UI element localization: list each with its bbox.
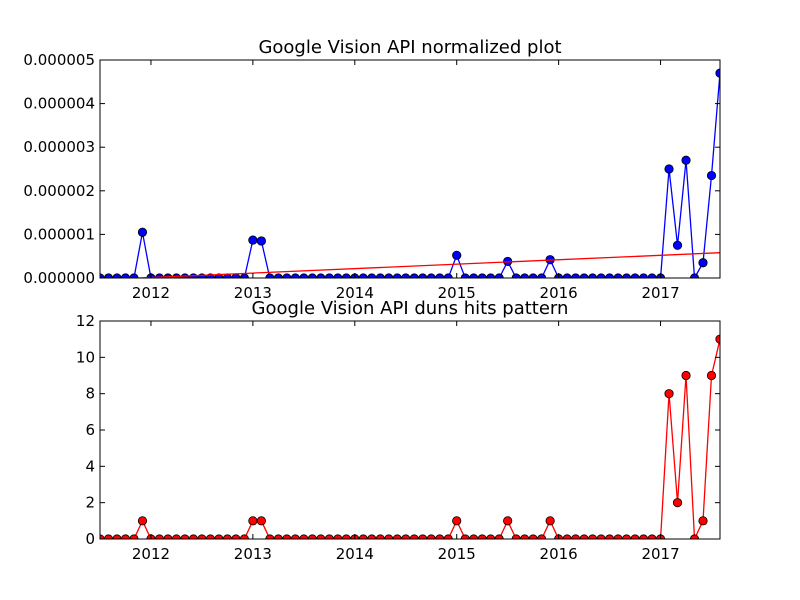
x-tick-label: 2013 bbox=[234, 545, 272, 563]
x-tick-label: 2017 bbox=[641, 545, 679, 563]
x-axis: 2012 2013 2014 2015 2016 2017 bbox=[132, 60, 680, 302]
data-point bbox=[452, 250, 462, 260]
y-tick-label: 0.000002 bbox=[23, 182, 95, 200]
data-point bbox=[545, 516, 555, 526]
y-tick-label: 0.000000 bbox=[23, 269, 95, 287]
x-tick-label: 2012 bbox=[132, 545, 170, 563]
data-point bbox=[137, 227, 148, 237]
x-tick-label: 2014 bbox=[336, 545, 374, 563]
y-tick-label: 0 bbox=[85, 530, 95, 548]
data-point bbox=[256, 516, 266, 526]
x-tick-label: 2014 bbox=[336, 284, 374, 302]
data-point bbox=[664, 389, 674, 399]
data-point bbox=[137, 516, 148, 526]
data-point bbox=[503, 516, 513, 526]
y-tick-label: 12 bbox=[76, 312, 95, 330]
x-tick-label: 2012 bbox=[132, 284, 170, 302]
x-axis: 2012 2013 2014 2015 2016 2017 bbox=[132, 321, 680, 563]
axes-frame bbox=[99, 59, 721, 279]
data-point bbox=[681, 370, 691, 381]
y-tick-label: 0.000003 bbox=[23, 138, 95, 156]
y-tick-label: 0.000005 bbox=[23, 51, 95, 69]
y-tick-label: 2 bbox=[85, 494, 95, 512]
x-tick-label: 2017 bbox=[641, 284, 679, 302]
y-tick-label: 6 bbox=[85, 421, 95, 439]
y-tick-label: 8 bbox=[85, 385, 95, 403]
data-point bbox=[452, 516, 462, 526]
x-tick-label: 2015 bbox=[438, 545, 476, 563]
data-point bbox=[672, 498, 683, 508]
normalized-plot-chart: Google Vision API normalized plot 2012 20… bbox=[23, 37, 721, 302]
y-tick-label: 10 bbox=[76, 348, 95, 366]
duns-hits-pattern-chart: Google Vision API duns hits pattern 2012… bbox=[76, 298, 721, 563]
x-tick-label: 2016 bbox=[540, 284, 578, 302]
y-tick-label: 0.000004 bbox=[23, 95, 95, 113]
y-tick-label: 4 bbox=[85, 457, 95, 475]
data-point bbox=[706, 170, 717, 181]
trend-line bbox=[124, 252, 720, 278]
data-point bbox=[672, 240, 683, 250]
data-point bbox=[256, 236, 266, 246]
data-point bbox=[248, 235, 258, 245]
data-point bbox=[706, 370, 717, 381]
y-tick-label: 0.000001 bbox=[23, 225, 95, 243]
data-point bbox=[664, 164, 674, 174]
x-tick-label: 2015 bbox=[438, 284, 476, 302]
chart-title: Google Vision API duns hits pattern bbox=[252, 298, 569, 319]
y-axis: 0 2 4 6 8 10 12 bbox=[76, 312, 720, 548]
y-axis: 0.000000 0.000001 0.000002 0.000003 0.000004… bbox=[23, 51, 720, 287]
data-point bbox=[248, 516, 258, 526]
x-tick-label: 2013 bbox=[234, 284, 272, 302]
axes-frame bbox=[99, 320, 721, 540]
x-tick-label: 2016 bbox=[540, 545, 578, 563]
chart-title: Google Vision API normalized plot bbox=[258, 37, 561, 58]
data-point bbox=[698, 516, 708, 526]
data-point bbox=[681, 155, 691, 165]
data-point bbox=[698, 258, 708, 268]
